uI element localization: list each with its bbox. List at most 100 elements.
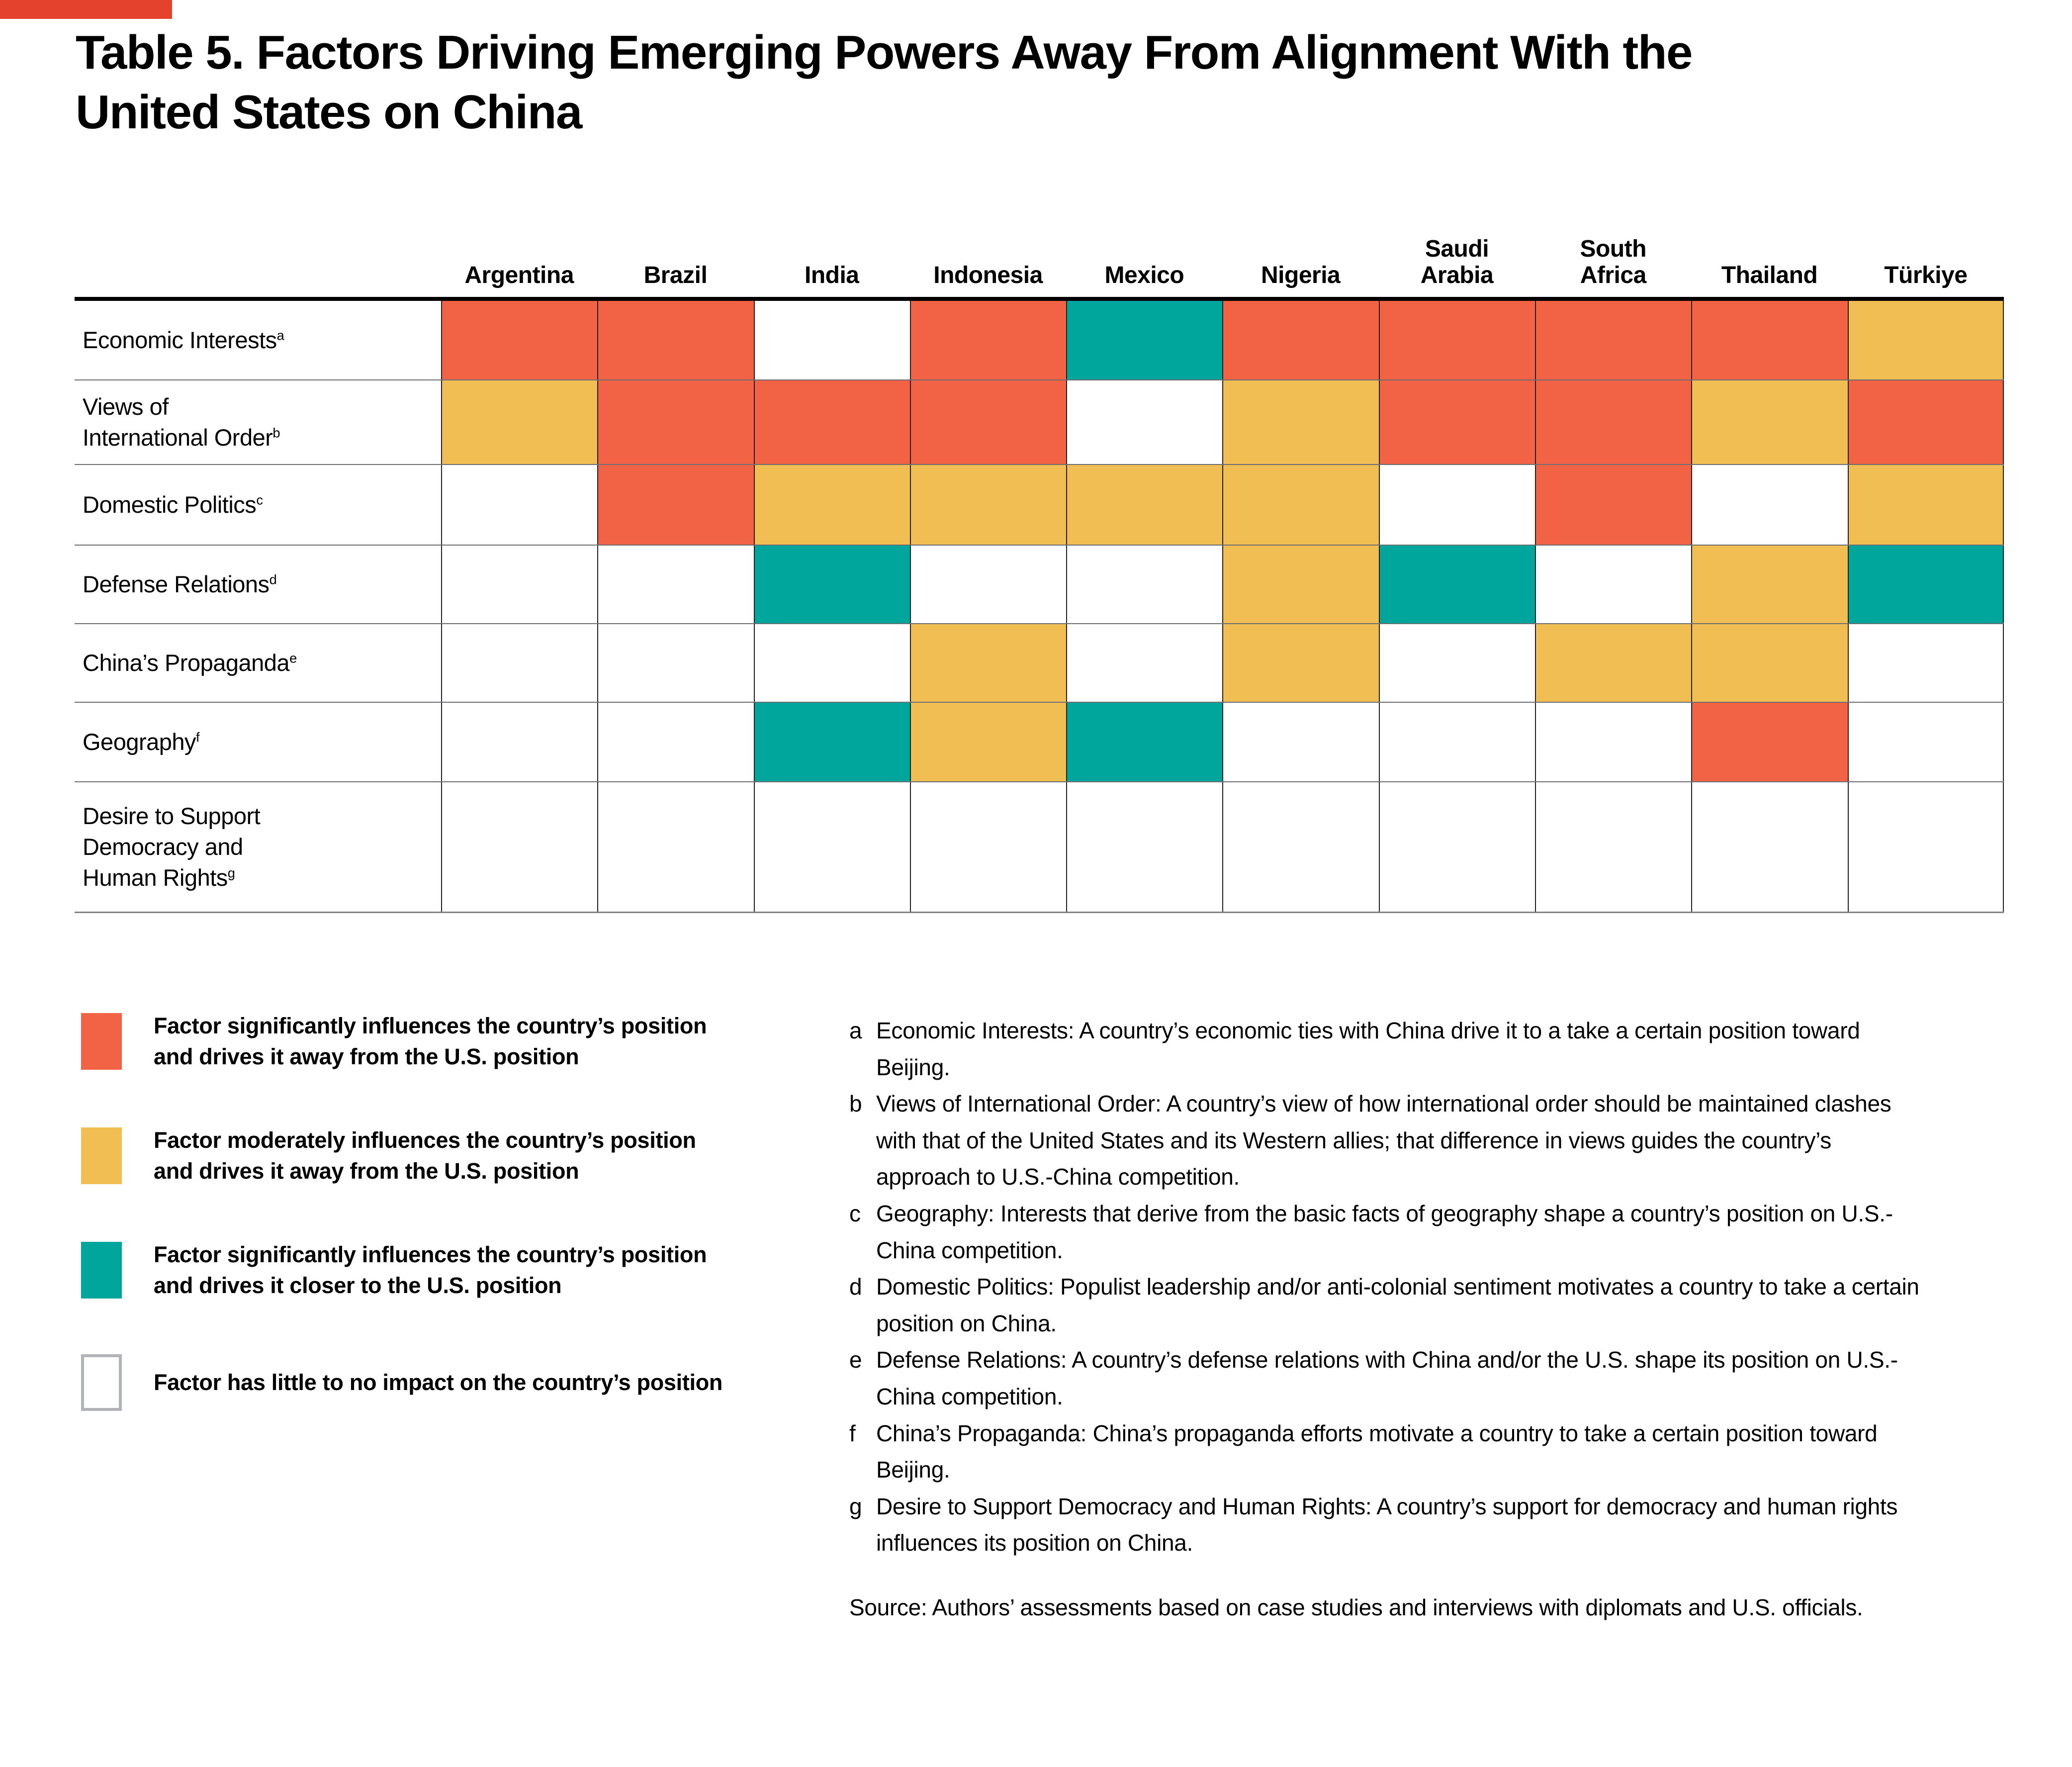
column-header: India bbox=[804, 262, 859, 289]
matrix-cell-moderate_away bbox=[909, 624, 1067, 702]
table-row: Desire to Support Democracy and Human Ri… bbox=[75, 781, 2004, 912]
matrix-cell-moderate_away bbox=[909, 465, 1067, 545]
matrix-cell-none bbox=[1691, 465, 1848, 545]
column-header: Türkiye bbox=[1884, 262, 1968, 289]
matrix-cell-moderate_away bbox=[1691, 380, 1848, 464]
footnotes: a Economic Interests: A country’s economi… bbox=[849, 1013, 1928, 1626]
matrix-cell-moderate_away bbox=[1691, 546, 1848, 623]
matrix-cell-significant_closer bbox=[1847, 546, 2004, 623]
legend-label: Factor has little to no impact on the co… bbox=[154, 1369, 723, 1395]
footnote-text: China’s Propaganda: China’s propaganda e… bbox=[876, 1420, 1878, 1483]
column-header: Brazil bbox=[643, 262, 708, 289]
footnote-letter: g bbox=[849, 1493, 862, 1519]
matrix-cell-moderate_away bbox=[1222, 380, 1379, 464]
matrix-cell-none bbox=[1378, 624, 1535, 702]
legend-swatch-none bbox=[81, 1354, 122, 1411]
matrix-cell-none bbox=[597, 624, 754, 702]
legend: Factor significantly influences the coun… bbox=[81, 1011, 722, 1464]
column-header: Saudi Arabia bbox=[1420, 235, 1494, 289]
matrix-cell-significant_away bbox=[441, 301, 598, 379]
matrix-cell-moderate_away bbox=[1847, 465, 2004, 545]
matrix-cell-none bbox=[909, 546, 1067, 623]
matrix-cell-none bbox=[597, 703, 754, 781]
row-label: Domestic Politicsc bbox=[83, 491, 263, 518]
matrix-cell-none bbox=[1847, 703, 2004, 781]
matrix-cell-none bbox=[1222, 782, 1379, 912]
footnote-letter: b bbox=[849, 1091, 862, 1117]
matrix-cell-none bbox=[1378, 782, 1535, 912]
matrix-cell-moderate_away bbox=[441, 380, 598, 464]
matrix-cell-significant_away bbox=[597, 301, 754, 379]
footnote-text: Defense Relations: A country’s defense r… bbox=[876, 1347, 1898, 1409]
footnote-letter: c bbox=[849, 1200, 861, 1226]
matrix-cell-significant_away bbox=[1691, 703, 1848, 781]
footnote-text: Economic Interests: A country’s economic… bbox=[876, 1018, 1860, 1080]
footnote: f China’s Propaganda: China’s propaganda … bbox=[849, 1415, 1928, 1488]
matrix-cell-moderate_away bbox=[909, 703, 1067, 781]
legend-label: Factor significantly influences the coun… bbox=[154, 1242, 707, 1299]
matrix-cell-none bbox=[1535, 703, 1692, 781]
row-label: Geographyf bbox=[83, 728, 200, 755]
matrix-cell-none bbox=[441, 624, 598, 702]
matrix-cell-none bbox=[753, 301, 910, 379]
matrix-cell-none bbox=[1691, 782, 1848, 912]
footnote: b Views of International Order: A country… bbox=[849, 1086, 1928, 1196]
row-label: Economic Interestsa bbox=[83, 326, 284, 353]
footnote-list: a Economic Interests: A country’s economi… bbox=[849, 1013, 1928, 1562]
column-header: South Africa bbox=[1580, 235, 1647, 289]
matrix-cell-none bbox=[1066, 546, 1223, 623]
footnote: a Economic Interests: A country’s economi… bbox=[849, 1013, 1928, 1086]
matrix-cell-none bbox=[1222, 703, 1379, 781]
row-label: China’s Propagandae bbox=[83, 649, 297, 676]
matrix-cell-none bbox=[441, 703, 598, 781]
legend-item: Factor significantly influences the coun… bbox=[81, 1239, 722, 1301]
matrix-cell-moderate_away bbox=[1535, 624, 1692, 702]
legend-label: Factor moderately influences the country… bbox=[154, 1127, 696, 1184]
footnote-letter: e bbox=[849, 1347, 862, 1373]
row-label: Defense Relationsd bbox=[83, 570, 277, 597]
matrix-cell-significant_away bbox=[597, 380, 754, 464]
footnote: e Defense Relations: A country’s defense … bbox=[849, 1342, 1928, 1415]
matrix-cell-significant_away bbox=[909, 380, 1067, 464]
matrix-cell-significant_away bbox=[1378, 301, 1535, 379]
footnote-letter: d bbox=[849, 1274, 862, 1300]
footnote: c Geography: Interests that derive from t… bbox=[849, 1196, 1928, 1269]
matrix-cell-significant_away bbox=[753, 380, 910, 464]
matrix-cell-significant_closer bbox=[1378, 546, 1535, 623]
legend-label: Factor significantly influences the coun… bbox=[154, 1013, 707, 1070]
matrix-cell-significant_away bbox=[1847, 380, 2004, 464]
footnote-letter: a bbox=[849, 1018, 862, 1043]
footnote-marker: d bbox=[269, 571, 277, 587]
legend-item: Factor significantly influences the coun… bbox=[81, 1011, 722, 1072]
table-title: Table 5. Factors Driving Emerging Powers… bbox=[76, 26, 1693, 139]
matrix-cell-significant_closer bbox=[1066, 301, 1223, 379]
table-row: Defense Relationsd bbox=[75, 545, 2004, 623]
matrix-cell-none bbox=[1847, 624, 2004, 702]
matrix-cell-none bbox=[1066, 380, 1223, 464]
matrix-cell-significant_closer bbox=[1066, 703, 1223, 781]
footnote-marker: a bbox=[276, 327, 284, 343]
column-header: Nigeria bbox=[1261, 262, 1341, 289]
table-row: China’s Propagandae bbox=[75, 623, 2004, 702]
footnote-marker: g bbox=[227, 865, 235, 881]
matrix-cell-none bbox=[1378, 465, 1535, 545]
matrix-cell-moderate_away bbox=[1222, 624, 1379, 702]
matrix-cell-moderate_away bbox=[1066, 465, 1223, 545]
matrix-cell-significant_away bbox=[1535, 465, 1692, 545]
matrix-cell-significant_away bbox=[1378, 380, 1535, 464]
factors-table: Argentina Brazil India Indonesia Mexico Niger… bbox=[75, 199, 2004, 913]
matrix-cell-significant_away bbox=[597, 465, 754, 545]
matrix-cell-none bbox=[441, 465, 598, 545]
matrix-cell-moderate_away bbox=[1847, 301, 2004, 379]
table-header-row: Argentina Brazil India Indonesia Mexico Niger… bbox=[75, 199, 2004, 297]
table-row: Geographyf bbox=[75, 702, 2004, 781]
table-row: Economic Interestsa bbox=[75, 301, 2004, 379]
matrix-cell-moderate_away bbox=[1691, 624, 1848, 702]
footnote-marker: c bbox=[256, 492, 263, 508]
source-note: Source: Authors’ assessments based on ca… bbox=[849, 1594, 1863, 1620]
matrix-cell-none bbox=[597, 782, 754, 912]
matrix-cell-significant_away bbox=[1535, 301, 1692, 379]
matrix-cell-none bbox=[1066, 782, 1223, 912]
legend-item: Factor moderately influences the country… bbox=[81, 1125, 722, 1187]
